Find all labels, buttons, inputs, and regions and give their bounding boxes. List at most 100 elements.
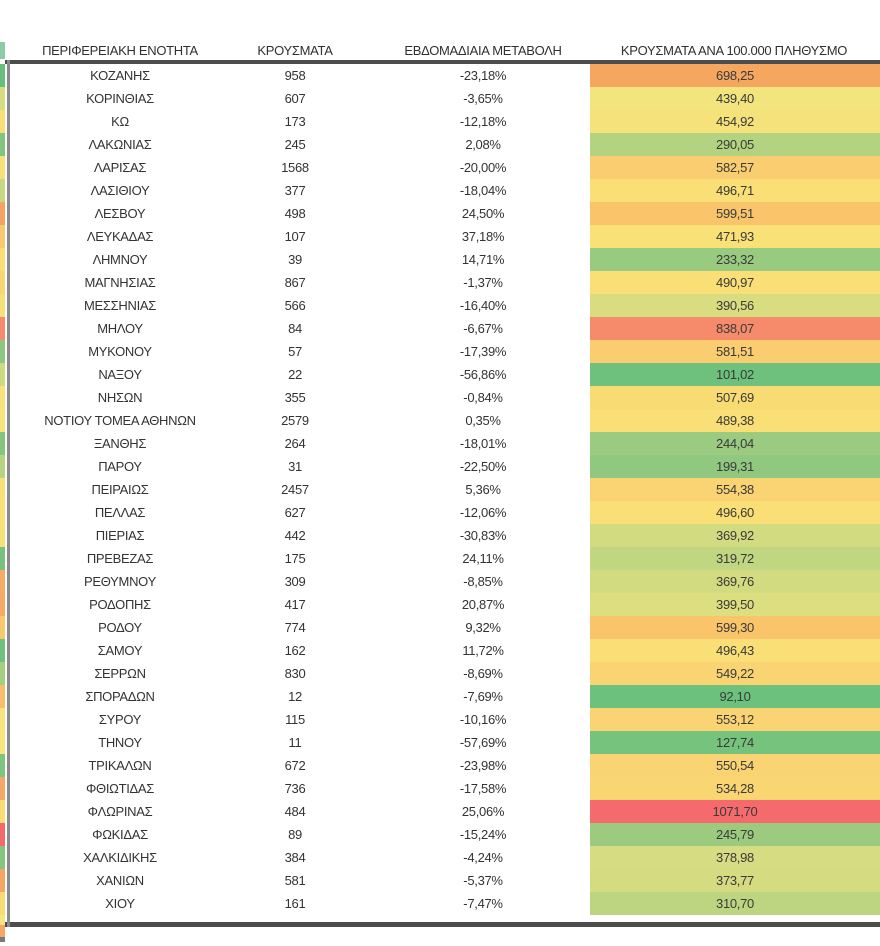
region-cell: ΚΩ	[111, 114, 129, 129]
table-row: ΣΑΜΟΥ 162 11,72% 496,43	[0, 639, 880, 662]
cases-cell: 417	[284, 597, 306, 612]
table-row: ΦΩΚΙΔΑΣ 89 -15,24% 245,79	[0, 823, 880, 846]
row-heat-strip	[0, 179, 5, 202]
table-row: ΚΟΖΑΝΗΣ 958 -23,18% 698,25	[0, 64, 880, 87]
row-heat-strip	[0, 754, 5, 777]
table-body: ΚΟΖΑΝΗΣ 958 -23,18% 698,25 ΚΟΡΙΝΘΙΑΣ 607…	[0, 64, 880, 915]
cases-cell: 566	[284, 298, 306, 313]
row-heat-strip	[0, 777, 5, 800]
region-cell: ΡΟΔΟΥ	[98, 620, 142, 635]
region-cell: ΛΕΣΒΟΥ	[94, 206, 146, 221]
table-row: ΣΠΟΡΑΔΩΝ 12 -7,69% 92,10	[0, 685, 880, 708]
cases-cell: 355	[284, 390, 306, 405]
table-row: ΤΗΝΟΥ 11 -57,69% 127,74	[0, 731, 880, 754]
region-cell: ΣΕΡΡΩΝ	[94, 666, 146, 681]
region-cell: ΠΡΕΒΕΖΑΣ	[86, 551, 154, 566]
region-cell: ΜΑΓΝΗΣΙΑΣ	[84, 275, 156, 290]
per-100k-cell: 92,10	[590, 685, 880, 708]
table-row: ΤΡΙΚΑΛΩΝ 672 -23,98% 550,54	[0, 754, 880, 777]
cases-cell: 175	[284, 551, 306, 566]
row-heat-strip	[0, 892, 5, 915]
region-cell: ΜΥΚΟΝΟΥ	[88, 344, 152, 359]
row-heat-strip	[0, 271, 5, 294]
change-cell: -8,69%	[463, 666, 503, 681]
row-heat-strip	[0, 731, 5, 754]
per-100k-cell: 496,71	[590, 179, 880, 202]
region-cell: ΦΩΚΙΔΑΣ	[92, 827, 148, 842]
change-cell: -17,39%	[459, 344, 507, 359]
per-100k-cell: 101,02	[590, 363, 880, 386]
row-heat-strip	[0, 248, 5, 271]
cases-cell: 162	[284, 643, 306, 658]
region-cell: ΠΕΛΛΑΣ	[94, 505, 146, 520]
table-row: ΚΩ 173 -12,18% 454,92	[0, 110, 880, 133]
region-cell: ΧΑΛΚΙΔΙΚΗΣ	[83, 850, 157, 865]
table-row: ΜΑΓΝΗΣΙΑΣ 867 -1,37% 490,97	[0, 271, 880, 294]
change-cell: -16,40%	[459, 298, 507, 313]
table-row: ΝΟΤΙΟΥ ΤΟΜΕΑ ΑΘΗΝΩΝ 2579 0,35% 489,38	[0, 409, 880, 432]
region-cell: ΡΕΘΥΜΝΟΥ	[84, 574, 156, 589]
row-heat-strip	[0, 823, 5, 846]
cases-cell: 31	[288, 459, 302, 474]
header-rule	[5, 60, 880, 64]
column-header-weekly-change: ΕΒΔΟΜΑΔΙΑΙΑ ΜΕΤΑΒΟΛΗ	[404, 43, 562, 58]
change-cell: -8,85%	[463, 574, 503, 589]
per-100k-cell: 127,74	[590, 731, 880, 754]
change-cell: -1,37%	[463, 275, 503, 290]
row-heat-strip	[0, 662, 5, 685]
per-100k-cell: 245,79	[590, 823, 880, 846]
table-row: ΞΑΝΘΗΣ 264 -18,01% 244,04	[0, 432, 880, 455]
table-row: ΜΕΣΣΗΝΙΑΣ 566 -16,40% 390,56	[0, 294, 880, 317]
region-cell: ΠΙΕΡΙΑΣ	[95, 528, 145, 543]
table-row: ΝΗΣΩΝ 355 -0,84% 507,69	[0, 386, 880, 409]
per-100k-cell: 373,77	[590, 869, 880, 892]
cases-cell: 627	[284, 505, 306, 520]
cases-cell: 89	[288, 827, 302, 842]
row-heat-strip	[0, 363, 5, 386]
per-100k-cell: 399,50	[590, 593, 880, 616]
row-heat-strip	[0, 225, 5, 248]
cases-cell: 607	[284, 91, 306, 106]
row-heat-strip	[0, 64, 5, 87]
per-100k-cell: 490,97	[590, 271, 880, 294]
row-heat-strip	[0, 110, 5, 133]
table-row: ΣΕΡΡΩΝ 830 -8,69% 549,22	[0, 662, 880, 685]
change-cell: -20,00%	[459, 160, 507, 175]
per-100k-cell: 496,43	[590, 639, 880, 662]
table-row: ΠΕΙΡΑΙΩΣ 2457 5,36% 554,38	[0, 478, 880, 501]
bottom-rule	[5, 922, 880, 927]
change-cell: -4,24%	[463, 850, 503, 865]
change-cell: 20,87%	[461, 597, 505, 612]
table-row: ΛΑΚΩΝΙΑΣ 245 2,08% 290,05	[0, 133, 880, 156]
row-heat-strip	[0, 317, 5, 340]
table-row: ΠΑΡΟΥ 31 -22,50% 199,31	[0, 455, 880, 478]
cases-cell: 484	[284, 804, 306, 819]
cases-cell: 867	[284, 275, 306, 290]
table-row: ΦΛΩΡΙΝΑΣ 484 25,06% 1071,70	[0, 800, 880, 823]
row-heat-strip	[0, 869, 5, 892]
left-column-remnant-mark	[0, 42, 5, 59]
cases-cell: 84	[288, 321, 302, 336]
per-100k-cell: 369,76	[590, 570, 880, 593]
change-cell: -0,84%	[463, 390, 503, 405]
table-row: ΦΘΙΩΤΙΔΑΣ 736 -17,58% 534,28	[0, 777, 880, 800]
per-100k-cell: 599,30	[590, 616, 880, 639]
per-100k-cell: 378,98	[590, 846, 880, 869]
per-100k-cell: 599,51	[590, 202, 880, 225]
per-100k-cell: 310,70	[590, 892, 880, 915]
table-row: ΡΕΘΥΜΝΟΥ 309 -8,85% 369,76	[0, 570, 880, 593]
change-cell: -30,83%	[459, 528, 507, 543]
region-cell: ΜΗΛΟΥ	[97, 321, 143, 336]
row-heat-strip	[0, 409, 5, 432]
change-cell: -5,37%	[463, 873, 503, 888]
left-strip-tail-1	[0, 915, 5, 925]
table-row: ΣΥΡΟΥ 115 -10,16% 553,12	[0, 708, 880, 731]
region-cell: ΦΛΩΡΙΝΑΣ	[87, 804, 153, 819]
change-cell: 14,71%	[461, 252, 505, 267]
table-row: ΛΕΥΚΑΔΑΣ 107 37,18% 471,93	[0, 225, 880, 248]
table-row: ΜΗΛΟΥ 84 -6,67% 838,07	[0, 317, 880, 340]
change-cell: 24,11%	[462, 551, 504, 566]
row-heat-strip	[0, 340, 5, 363]
left-strip-tail-3	[0, 937, 5, 942]
